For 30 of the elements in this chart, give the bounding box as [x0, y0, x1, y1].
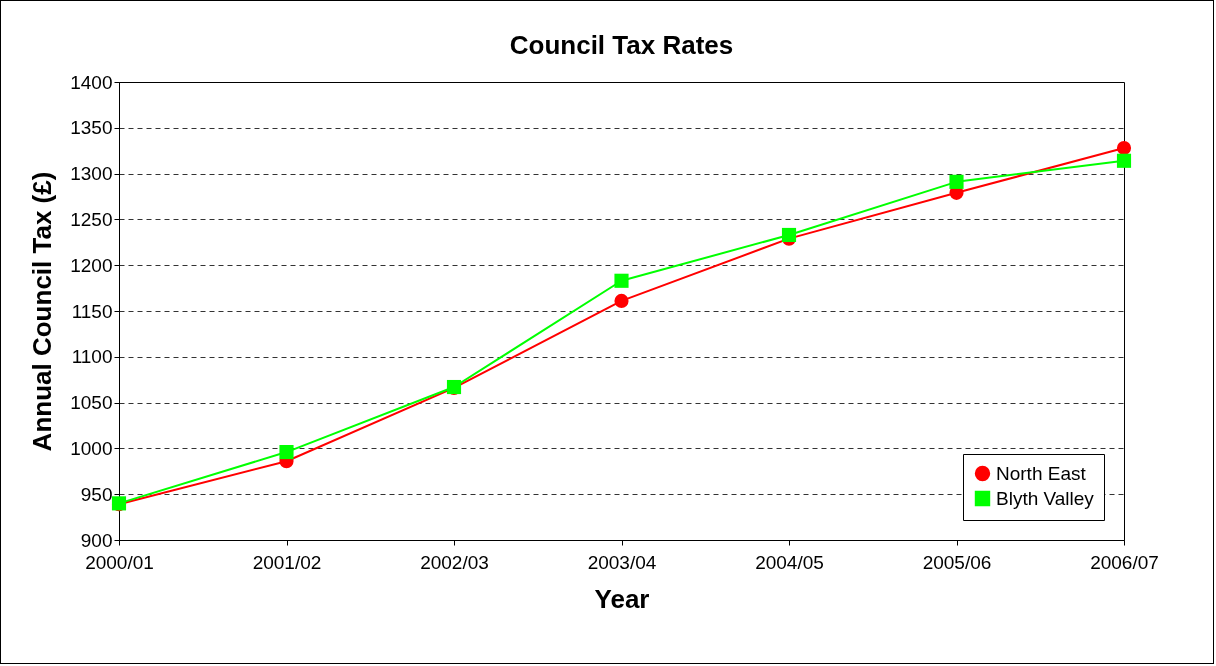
x-axis-title: Year [594, 583, 650, 614]
y-tick-label: 1350 [70, 117, 113, 139]
point [781, 227, 797, 243]
point [1116, 153, 1132, 168]
x-tick-label: 2000/01 [85, 551, 154, 573]
point [949, 174, 964, 189]
y-tick-label: 1200 [70, 254, 113, 276]
y-tick-label: 1300 [70, 163, 113, 185]
x-tick-label: 2004/05 [755, 551, 824, 573]
x-tick-label: 2001/02 [252, 551, 322, 573]
point [1116, 140, 1132, 156]
x-tick-label: 2003/04 [587, 551, 657, 573]
y-tick-label: 1100 [71, 346, 113, 368]
x-tick-label: 2006/07 [1090, 551, 1159, 573]
x-tick-label: 2005/06 [922, 551, 992, 573]
y-tick-label: 1050 [70, 392, 113, 414]
y-tick-label: 900 [80, 529, 113, 551]
x-tick-label: 2002/03 [420, 551, 489, 573]
y-tick-label: 1150 [71, 300, 113, 322]
y-tick-label: 950 [80, 483, 113, 505]
point [279, 444, 294, 460]
point [614, 293, 629, 308]
y-tick-label: 1250 [70, 208, 113, 230]
legend-label: North East [996, 462, 1087, 484]
point [614, 273, 629, 288]
chart-title: Council Tax Rates [509, 30, 734, 60]
legend-label: Blyth Valley [996, 487, 1095, 509]
y-tick-label: 1000 [70, 437, 113, 459]
y-axis-title: Annual Council Tax (£) [27, 171, 58, 452]
y-tick-label: 1400 [70, 71, 113, 93]
